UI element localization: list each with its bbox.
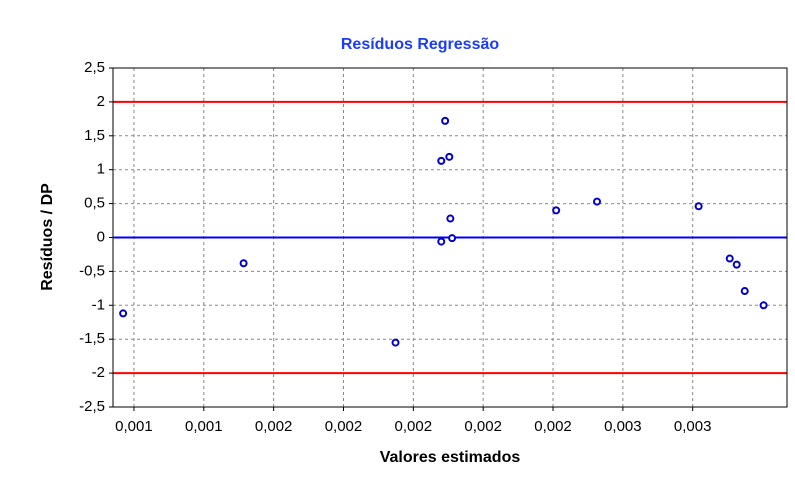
x-tick-label: 0,002 [464,418,502,435]
x-tick-label: 0,001 [185,418,223,435]
point [445,152,454,161]
x-tick-label: 0,002 [395,418,433,435]
point [593,197,602,206]
x-tick-label: 0,001 [115,418,153,435]
point [740,287,749,296]
point [446,214,455,223]
point [725,254,734,263]
y-tick-label: 1 [97,161,105,178]
point [391,338,400,347]
point [239,259,248,268]
point [437,156,446,165]
x-tick-label: 0,002 [325,418,363,435]
y-tick-label: 1,5 [84,127,105,144]
chart-title: Resíduos Regressão [341,36,500,53]
y-tick-label: -2 [92,364,105,381]
y-tick-label: -2,5 [79,398,105,415]
point [437,237,446,246]
y-tick-label: -1 [92,296,105,313]
y-tick-label: -0,5 [79,262,105,279]
point [441,116,450,125]
x-tick-label: 0,002 [534,418,572,435]
point [694,202,703,211]
plot-border [112,67,788,408]
x-tick-label: 0,003 [604,418,642,435]
x-axis-label: Valores estimados [380,449,521,466]
point [732,260,741,269]
x-tick-label: 0,003 [674,418,712,435]
y-tick-label: 2 [97,93,105,110]
y-axis-label: Resíduos / DP [39,183,56,291]
y-tick-label: 2,5 [84,59,105,76]
y-tick-label: 0,5 [84,195,105,212]
point [552,206,561,215]
x-tick-label: 0,002 [255,418,293,435]
y-tick-label: 0 [97,228,105,245]
point [759,301,768,310]
point [119,309,128,318]
point [448,234,457,243]
y-tick-label: -1,5 [79,330,105,347]
